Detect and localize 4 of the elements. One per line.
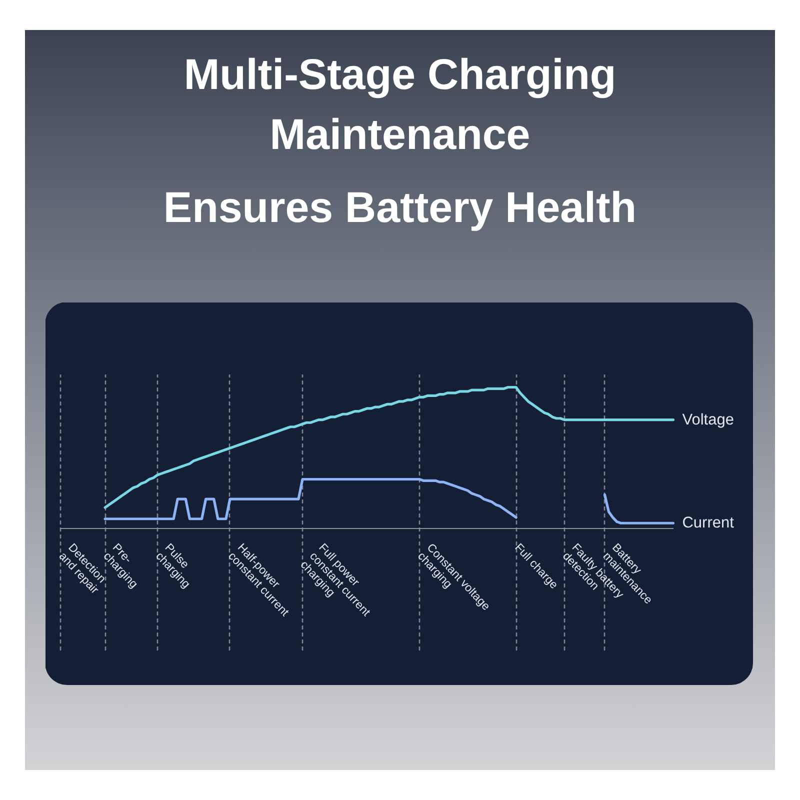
chart-subtitle: Ensures Battery Health <box>163 183 637 234</box>
series-label: Current <box>682 514 735 532</box>
series-label: Voltage <box>682 411 734 428</box>
chart-title: Multi-Stage Charging Maintenance <box>182 50 618 161</box>
